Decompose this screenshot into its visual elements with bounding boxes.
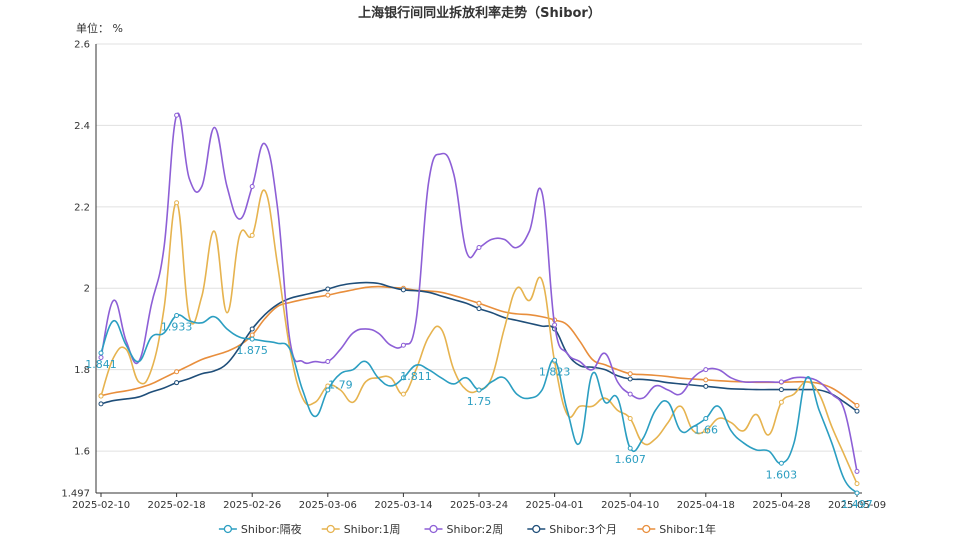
data-point xyxy=(325,387,331,393)
data-point xyxy=(325,359,331,365)
x-tick-label: 2025-04-28 xyxy=(752,500,810,511)
legend-item[interactable]: Shibor:隔夜 xyxy=(241,522,302,536)
legend-swatch-marker xyxy=(532,524,541,534)
data-point xyxy=(249,332,255,338)
data-label: 1.875 xyxy=(236,344,268,357)
data-point xyxy=(778,460,784,466)
data-point xyxy=(400,287,406,293)
data-point xyxy=(778,379,784,385)
chart-title: 上海银行间同业拆放利率走势（Shibor） xyxy=(358,6,601,21)
data-label: 1.79 xyxy=(328,379,353,392)
data-point xyxy=(174,200,180,206)
data-point xyxy=(703,383,709,389)
data-point xyxy=(627,391,633,397)
data-point xyxy=(98,393,104,399)
data-point xyxy=(476,387,482,393)
data-label: 1.841 xyxy=(85,358,117,371)
y-tick-label: 2.6 xyxy=(74,40,90,51)
data-label: 1.823 xyxy=(539,365,571,378)
data-point xyxy=(854,468,860,474)
data-point xyxy=(552,322,558,328)
legend-swatch-marker xyxy=(429,524,438,534)
x-tick-label: 2025-05-09 xyxy=(828,500,886,511)
x-tick-label: 2025-02-18 xyxy=(148,500,206,511)
data-label: 1.603 xyxy=(766,468,798,481)
x-tick-label: 2025-04-10 xyxy=(601,500,659,511)
data-point xyxy=(627,376,633,382)
legend-swatch-marker xyxy=(326,524,335,534)
data-label: 1.497 xyxy=(841,498,873,511)
data-point xyxy=(174,369,180,375)
data-point xyxy=(400,391,406,397)
x-tick-label: 2025-03-06 xyxy=(299,500,357,511)
x-tick-label: 2025-03-14 xyxy=(374,500,432,511)
data-point xyxy=(627,416,633,422)
data-point xyxy=(552,357,558,363)
data-point xyxy=(325,286,331,292)
data-point xyxy=(476,245,482,251)
data-label: 1.607 xyxy=(614,453,646,466)
data-point xyxy=(98,350,104,356)
y-tick-label: 1.497 xyxy=(61,489,90,500)
data-point xyxy=(400,375,406,381)
data-point xyxy=(249,336,255,342)
legend-item[interactable]: Shibor:3个月 xyxy=(549,523,617,536)
data-point xyxy=(854,402,860,408)
data-point xyxy=(174,112,180,118)
data-point xyxy=(400,342,406,348)
y-tick-label: 1.6 xyxy=(74,447,90,458)
unit-label: 单位： % xyxy=(76,22,123,35)
data-point xyxy=(703,367,709,373)
y-tick-label: 2.4 xyxy=(74,121,90,132)
data-point xyxy=(627,445,633,451)
data-point xyxy=(476,300,482,306)
data-point xyxy=(778,387,784,393)
legend-swatch-marker xyxy=(223,524,233,534)
legend-swatch-marker xyxy=(642,524,651,534)
data-label: 1.811 xyxy=(400,370,432,383)
x-tick-label: 2025-04-01 xyxy=(526,500,584,511)
legend-item[interactable]: Shibor:1年 xyxy=(659,522,716,536)
data-point xyxy=(249,183,255,189)
x-tick-label: 2025-03-24 xyxy=(450,500,508,511)
data-point xyxy=(98,401,104,407)
data-point xyxy=(778,399,784,405)
data-point xyxy=(476,306,482,312)
data-point xyxy=(854,408,860,414)
data-point xyxy=(249,232,255,238)
x-tick-label: 2025-02-26 xyxy=(223,500,281,511)
x-tick-label: 2025-04-18 xyxy=(677,500,735,511)
data-point xyxy=(249,326,255,332)
data-point xyxy=(174,313,180,319)
legend-item[interactable]: Shibor:1周 xyxy=(344,523,401,536)
data-point xyxy=(627,371,633,377)
data-point xyxy=(703,416,709,422)
data-label: 1.66 xyxy=(694,424,719,437)
series-line xyxy=(100,189,858,484)
data-label: 1.75 xyxy=(467,395,492,408)
data-point xyxy=(174,380,180,386)
legend-item[interactable]: Shibor:2周 xyxy=(447,523,504,536)
y-tick-label: 2 xyxy=(84,284,90,295)
data-label: 1.933 xyxy=(161,321,193,334)
series-line xyxy=(100,112,858,472)
data-point xyxy=(703,428,709,434)
data-point xyxy=(325,292,331,298)
data-point xyxy=(854,481,860,487)
x-tick-label: 2025-02-10 xyxy=(72,500,130,511)
y-tick-label: 1.8 xyxy=(74,365,90,376)
data-point xyxy=(703,377,709,383)
y-tick-label: 2.2 xyxy=(74,202,90,213)
data-point xyxy=(854,490,860,496)
